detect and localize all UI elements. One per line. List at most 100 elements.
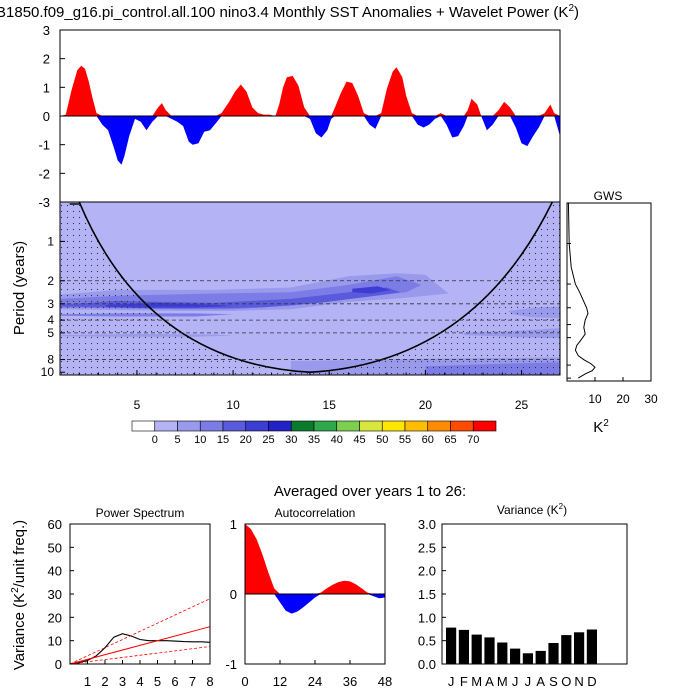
- colorbar-box: [381, 420, 406, 432]
- ts-ytick-label: -2: [38, 166, 50, 181]
- ts-ytick-label: 2: [43, 52, 50, 67]
- variance-month-label: J: [525, 674, 532, 689]
- gws-xlabel: K2: [593, 418, 609, 436]
- wav-ytick-label: 3: [47, 297, 54, 311]
- variance-title-sup: 2: [559, 502, 564, 511]
- colorbar-label: 20: [240, 434, 252, 446]
- ac-positive-fill: [245, 524, 385, 594]
- variance-month-label: A: [485, 674, 494, 689]
- ts-fill-group: [60, 65, 560, 165]
- ps-xtick-label: 4: [136, 674, 143, 689]
- main-title-text: B1850.f09_g16.pi_control.all.100 nino3.4…: [0, 4, 568, 21]
- colorbar-box: [290, 420, 315, 432]
- ps-xtick-label: 2: [101, 674, 108, 689]
- ps-frame: [69, 523, 211, 665]
- wavelet-contour: [60, 276, 422, 310]
- main-title: B1850.f09_g16.pi_control.all.100 nino3.4…: [0, 3, 579, 21]
- colorbar-label: 5: [174, 434, 180, 446]
- ts-ytick-label: 3: [43, 23, 50, 38]
- variance-month-label: M: [471, 674, 482, 689]
- ts-ytick-label: -1: [38, 138, 50, 153]
- variance-bar: [446, 627, 457, 664]
- variance-bar: [510, 648, 521, 664]
- variance-bar: [458, 629, 469, 664]
- colorbar-box: [245, 420, 269, 432]
- wav-ytick-label: 8: [47, 353, 54, 367]
- wav-ytick-label: 10: [41, 365, 55, 379]
- variance-month-label: O: [561, 674, 571, 689]
- coi-line: [78, 202, 554, 374]
- var-ytick-label: 2.0: [418, 564, 436, 579]
- colorbar-label: 45: [353, 434, 365, 446]
- ps-xtick-label: 1: [84, 674, 91, 689]
- ps-ytick-label: 20: [48, 610, 62, 625]
- variance-bar: [561, 635, 572, 664]
- ac-xtick-label: 24: [308, 674, 322, 689]
- variance-title-suffix: ): [563, 503, 567, 517]
- variance-bar: [471, 634, 482, 664]
- wav-xtick-label: 5: [134, 398, 141, 412]
- ts-ytick-label: -3: [38, 195, 50, 210]
- wav-xtick-label: 20: [419, 398, 433, 412]
- ps-series-red-noise: [69, 626, 211, 665]
- ps-xtick-label: 7: [189, 674, 196, 689]
- gws-title: GWS: [594, 189, 623, 203]
- ac-negative-fill: [245, 594, 385, 614]
- power-spectrum-ylabel: Variance (K2/unit freq.): [10, 520, 28, 670]
- ac-ytick-label: -1: [225, 657, 237, 672]
- variance-bar: [574, 632, 585, 664]
- colorbar-label: 0: [152, 434, 158, 446]
- ps-ylabel-prefix: Variance (K: [11, 593, 28, 670]
- variance-month-label: A: [536, 674, 545, 689]
- variance-bar: [484, 637, 495, 664]
- main-title-suffix: ): [574, 4, 579, 21]
- colorbar-box: [404, 420, 429, 432]
- ac-xtick-label: 0: [241, 674, 248, 689]
- ps-xtick-label: 8: [206, 674, 213, 689]
- colorbar-label: 10: [194, 434, 206, 446]
- colorbar-label: 50: [376, 434, 388, 446]
- colorbar: 0 5 10 15 20 25 30 35 40 45 50 55 60 65 70: [131, 420, 497, 446]
- colorbar-label: 40: [331, 434, 343, 446]
- ps-xtick-label: 3: [119, 674, 126, 689]
- colorbar-box: [472, 420, 497, 432]
- ps-ytick-label: 0: [55, 657, 62, 672]
- wav-ytick-label: 1: [47, 234, 54, 248]
- colorbar-label: 25: [262, 434, 274, 446]
- ps-ytick-label: 30: [48, 587, 62, 602]
- colorbar-box: [222, 420, 247, 432]
- colorbar-box: [154, 420, 178, 432]
- ps-ytick-label: 50: [48, 540, 62, 555]
- variance-month-label: N: [574, 674, 583, 689]
- gws-xlabel-sup: 2: [603, 418, 609, 429]
- ps-xtick-label: 6: [171, 674, 178, 689]
- variance-month-label: M: [497, 674, 508, 689]
- colorbar-label: 65: [444, 434, 456, 446]
- variance-month-label: D: [587, 674, 596, 689]
- main-title-superscript: 2: [568, 3, 574, 14]
- gws-xtick-label: 20: [616, 392, 630, 406]
- wav-ytick-label: 5: [47, 326, 54, 340]
- ac-xtick-label: 48: [378, 674, 392, 689]
- colorbar-box: [427, 420, 451, 432]
- ps-ytick-label: 10: [48, 634, 62, 649]
- colorbar-box: [313, 420, 338, 432]
- wavelet-ylabel: Period (years): [11, 241, 28, 335]
- variance-bar: [548, 643, 559, 664]
- power-spectrum-title: Power Spectrum: [96, 506, 185, 520]
- ps-ylabel-sup: 2: [10, 587, 21, 593]
- colorbar-box: [450, 420, 474, 432]
- wav-ytick-label: 4: [47, 313, 54, 327]
- var-ytick-label: 2.5: [418, 540, 436, 555]
- colorbar-label: 60: [422, 434, 434, 446]
- colorbar-label: 70: [467, 434, 479, 446]
- ps-ytick-label: 60: [48, 517, 62, 532]
- colorbar-box: [177, 420, 201, 432]
- ac-xtick-label: 12: [273, 674, 287, 689]
- gws-line: [567, 202, 596, 379]
- ps-ylabel-suffix: /unit freq.): [11, 520, 28, 588]
- gws-panel: 10 20 30: [566, 202, 658, 406]
- colorbar-box: [131, 420, 156, 432]
- colorbar-box: [199, 420, 224, 432]
